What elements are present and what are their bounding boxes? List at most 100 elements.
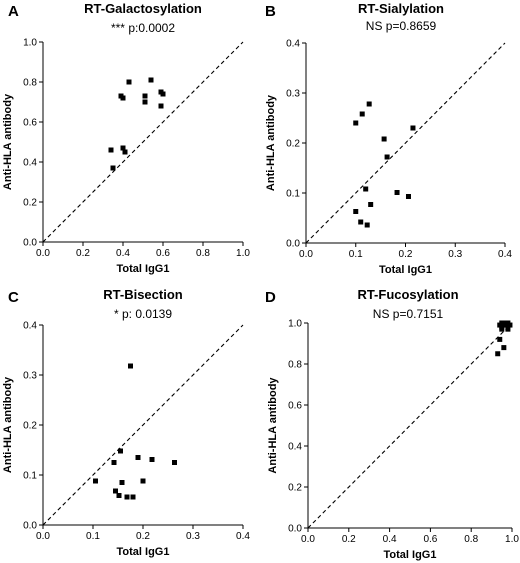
data-point — [160, 91, 166, 97]
y-tick-label: 0.2 — [23, 421, 37, 432]
x-tick-label: 0.3 — [186, 531, 200, 542]
y-tick-label: 0.3 — [23, 371, 37, 382]
x-tick-label: 0.8 — [464, 534, 478, 545]
x-tick-label: 0.2 — [136, 531, 150, 542]
p-value-label: *** p:0.0002 — [111, 21, 175, 35]
data-point — [499, 326, 505, 332]
y-tick-label: 0.8 — [23, 78, 37, 89]
y-tick-label: 0.6 — [23, 118, 37, 129]
data-point — [505, 326, 511, 332]
chart-title: RT-Bisection — [103, 287, 183, 302]
data-point — [359, 111, 365, 117]
x-tick-label: 0.6 — [156, 248, 170, 259]
p-value-label: NS p=0.7151 — [373, 307, 444, 321]
data-point — [126, 79, 132, 85]
y-axis-label: Anti-HLA antibody — [267, 377, 279, 474]
x-tick-label: 0.2 — [76, 248, 90, 259]
data-point — [353, 209, 359, 214]
y-axis-label: Anti-HLA antibody — [2, 93, 14, 190]
data-point — [158, 103, 164, 109]
x-tick-label: 1.0 — [505, 534, 519, 545]
x-tick-label: 0.6 — [423, 534, 437, 545]
identity-line — [42, 41, 244, 243]
y-tick-label: 0.0 — [23, 238, 37, 249]
data-point — [384, 154, 390, 160]
y-tick-label: 0.2 — [286, 139, 300, 150]
panel-d: D RT-Fucosylation NS p=0.7151 0.0 0.2 0.4 0.6 0… — [265, 287, 519, 561]
y-tick-label: 0.1 — [286, 189, 300, 200]
data-point — [113, 488, 118, 494]
x-axis-label: Total IgG1 — [117, 263, 170, 275]
chart-title: RT-Fucosylation — [357, 287, 458, 302]
data-point — [93, 478, 98, 484]
x-tick-label: 0.0 — [36, 531, 50, 542]
data-point — [122, 149, 128, 155]
x-axis-label: Total IgG1 — [384, 549, 437, 561]
p-value-label: * p: 0.0139 — [114, 307, 172, 321]
x-tick-label: 0.4 — [498, 249, 512, 260]
x-tick-label: 0.0 — [299, 249, 313, 260]
data-point — [363, 186, 369, 192]
x-tick-label: 0.2 — [399, 249, 413, 260]
data-point — [148, 77, 154, 83]
y-tick-label: 0.2 — [288, 483, 302, 494]
data-point — [410, 125, 416, 131]
data-point — [507, 322, 513, 328]
data-point — [381, 136, 387, 142]
data-point — [172, 460, 177, 465]
x-tick-label: 0.1 — [349, 249, 363, 260]
panel-c: C RT-Bisection * p: 0.0139 0.0 0.1 0.2 0.3 0.4 0… — [2, 287, 250, 558]
y-tick-label: 1.0 — [23, 38, 37, 49]
x-tick-label: 0.8 — [196, 248, 210, 259]
y-axis-label: Anti-HLA antibody — [2, 376, 14, 473]
x-tick-label: 0.4 — [383, 534, 397, 545]
x-tick-label: 0.2 — [342, 534, 356, 545]
y-tick-label: 0.4 — [23, 321, 37, 332]
x-tick-label: 0.4 — [116, 248, 130, 259]
data-point — [366, 101, 372, 107]
y-tick-label: 0.4 — [286, 39, 300, 50]
y-tick-label: 0.3 — [286, 89, 300, 100]
data-point — [405, 194, 411, 199]
y-tick-label: 0.8 — [288, 360, 302, 371]
panel-a: A RT-Galactosylation *** p:0.0002 0.0 0.2 0.4… — [2, 1, 250, 275]
x-axis-label: Total IgG1 — [379, 264, 432, 276]
y-tick-label: 0.1 — [23, 471, 37, 482]
panel-b: B RT-Sialylation NS p=0.8659 0.0 0.1 0.2 0.3 0.… — [265, 1, 512, 276]
x-tick-label: 0.0 — [301, 534, 315, 545]
data-point — [142, 93, 148, 99]
data-point — [128, 363, 133, 369]
panel-letter: B — [265, 3, 276, 20]
data-point — [149, 457, 155, 462]
data-point — [130, 494, 136, 500]
data-point — [368, 202, 374, 207]
chart-title: RT-Sialylation — [358, 1, 444, 16]
y-tick-label: 1.0 — [288, 319, 302, 330]
data-point — [108, 147, 114, 153]
data-point — [140, 478, 146, 484]
x-tick-label: 0.3 — [448, 249, 462, 260]
identity-line — [307, 322, 513, 529]
x-tick-label: 0.0 — [36, 248, 50, 259]
chart-title: RT-Galactosylation — [84, 1, 202, 16]
y-axis-label: Anti-HLA antibody — [265, 94, 277, 191]
data-point — [120, 145, 126, 151]
data-point — [394, 190, 400, 195]
panel-letter: C — [8, 289, 19, 306]
data-point — [142, 99, 148, 105]
data-point — [111, 460, 117, 465]
identity-line — [305, 42, 506, 244]
data-point — [118, 448, 123, 454]
y-tick-label: 0.0 — [288, 524, 302, 535]
y-tick-label: 0.4 — [288, 442, 302, 453]
y-tick-label: 0.0 — [23, 521, 37, 532]
x-tick-label: 1.0 — [236, 248, 250, 259]
data-point — [120, 95, 126, 101]
data-point — [119, 480, 125, 485]
x-axis-label: Total IgG1 — [117, 546, 170, 558]
y-tick-label: 0.6 — [288, 401, 302, 412]
data-point — [495, 351, 501, 357]
y-tick-label: 0.4 — [23, 158, 37, 169]
data-point — [358, 219, 364, 225]
